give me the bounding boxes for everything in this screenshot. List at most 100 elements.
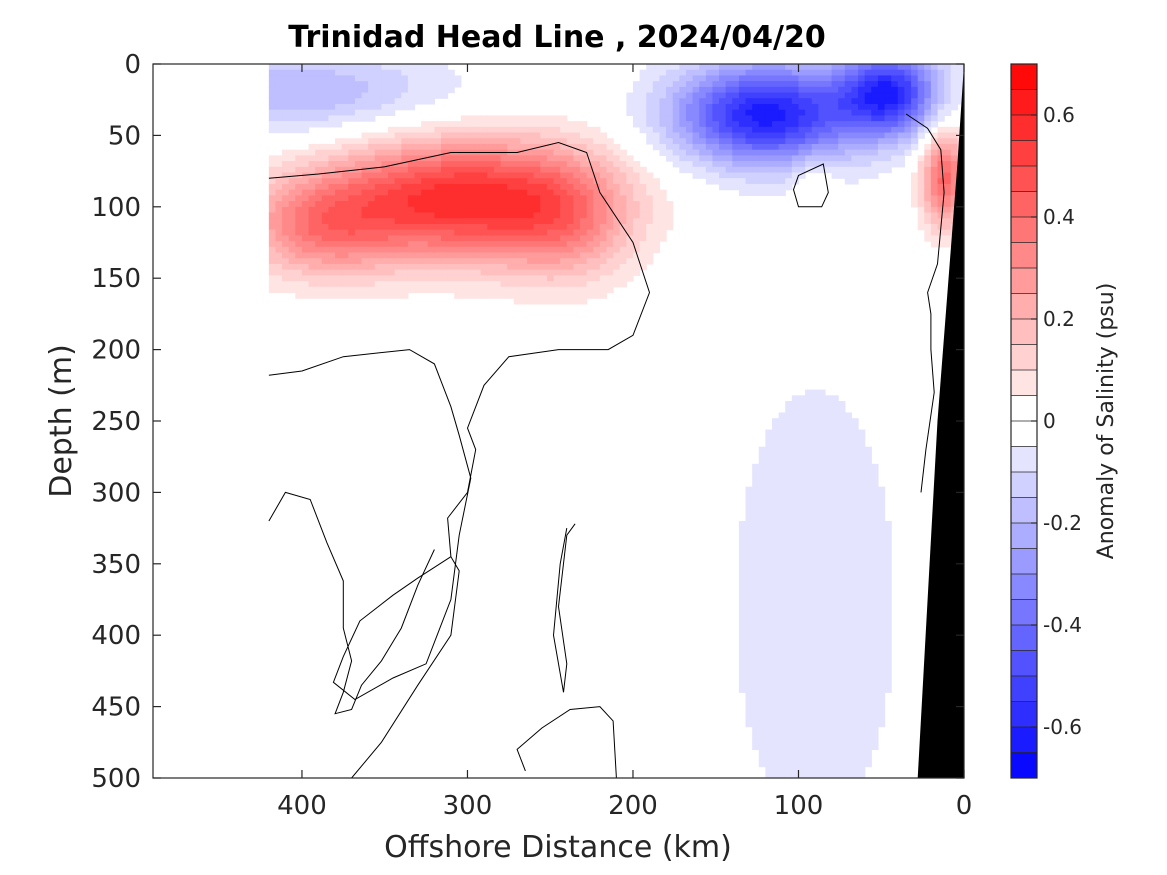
field-cell <box>811 766 819 773</box>
field-cell <box>639 172 647 179</box>
field-cell <box>606 206 614 214</box>
field-cell <box>772 635 780 642</box>
field-cell <box>672 121 680 128</box>
field-cell <box>368 246 376 254</box>
field-cell <box>752 486 760 493</box>
field-cell <box>527 195 535 202</box>
field-cell <box>791 749 800 756</box>
field-cell <box>566 235 574 242</box>
field-cell <box>884 161 892 168</box>
field-cell <box>341 143 349 151</box>
field-cell <box>785 435 793 442</box>
field-cell <box>758 172 766 179</box>
field-cell <box>864 629 872 636</box>
field-cell <box>414 212 422 219</box>
field-cell <box>315 143 323 151</box>
field-cell <box>421 138 429 145</box>
field-cell <box>573 229 581 236</box>
field-cell <box>467 172 475 179</box>
field-cell <box>288 189 296 196</box>
field-cell <box>851 452 859 459</box>
field-cell <box>772 600 780 608</box>
field-cell <box>275 166 283 174</box>
field-cell <box>818 103 826 111</box>
field-cell <box>884 669 892 676</box>
field-cell <box>540 201 548 208</box>
field-cell <box>765 515 773 522</box>
field-cell <box>798 595 806 602</box>
field-cell <box>719 149 727 156</box>
field-cell <box>732 109 740 117</box>
field-cell <box>758 549 766 556</box>
field-cell <box>619 218 627 225</box>
field-cell <box>268 155 277 162</box>
field-cell <box>427 195 435 202</box>
field-cell <box>308 86 316 94</box>
field-cell <box>752 526 760 533</box>
field-cell <box>480 126 488 134</box>
field-cell <box>646 126 654 134</box>
field-cell <box>560 269 568 276</box>
field-cell <box>553 292 561 299</box>
field-cell <box>944 155 952 162</box>
field-cell <box>533 138 541 145</box>
field-cell <box>798 766 806 773</box>
field-cell <box>877 572 886 579</box>
field-cell <box>824 749 833 756</box>
field-cell <box>308 252 316 259</box>
field-cell <box>315 178 323 185</box>
field-cell <box>844 583 853 591</box>
field-cell <box>818 629 826 636</box>
field-cell <box>440 218 449 225</box>
field-cell <box>679 69 687 77</box>
field-cell <box>394 212 402 219</box>
field-cell <box>692 98 700 105</box>
field-cell <box>838 583 846 591</box>
field-cell <box>851 680 859 688</box>
field-cell <box>791 766 800 773</box>
field-cell <box>414 178 422 185</box>
field-cell <box>937 86 945 94</box>
field-cell <box>811 635 819 642</box>
field-cell <box>599 275 608 282</box>
field-cell <box>268 178 277 185</box>
field-cell <box>864 663 872 671</box>
field-cell <box>738 75 747 82</box>
field-cell <box>348 115 356 122</box>
field-cell <box>288 161 296 168</box>
field-cell <box>374 201 383 208</box>
colorbar-level <box>1011 676 1037 702</box>
field-cell <box>791 635 800 642</box>
field-cell <box>864 463 872 471</box>
field-cell <box>301 241 310 248</box>
field-cell <box>407 212 416 219</box>
colorbar-tick-label: -0.6 <box>1043 715 1082 739</box>
field-cell <box>831 86 839 94</box>
field-cell <box>447 172 455 179</box>
field-cell <box>361 281 369 288</box>
field-cell <box>427 172 435 179</box>
field-cell <box>467 132 475 139</box>
field-cell <box>335 189 343 196</box>
field-cell <box>778 720 786 728</box>
field-cell <box>725 86 733 94</box>
field-cell <box>414 132 422 139</box>
field-cell <box>772 646 780 653</box>
field-cell <box>374 212 383 219</box>
field-cell <box>844 98 853 105</box>
field-cell <box>791 629 800 636</box>
field-cell <box>626 275 634 282</box>
field-cell <box>765 452 773 459</box>
field-cell <box>851 555 859 562</box>
field-cell <box>712 98 720 105</box>
field-cell <box>268 235 277 242</box>
field-cell <box>626 229 634 236</box>
field-cell <box>593 138 601 145</box>
field-cell <box>447 178 455 185</box>
field-cell <box>791 589 800 596</box>
field-cell <box>785 155 793 162</box>
field-cell <box>315 172 323 179</box>
field-cell <box>725 81 733 88</box>
field-cell <box>613 206 621 214</box>
field-cell <box>394 218 402 225</box>
